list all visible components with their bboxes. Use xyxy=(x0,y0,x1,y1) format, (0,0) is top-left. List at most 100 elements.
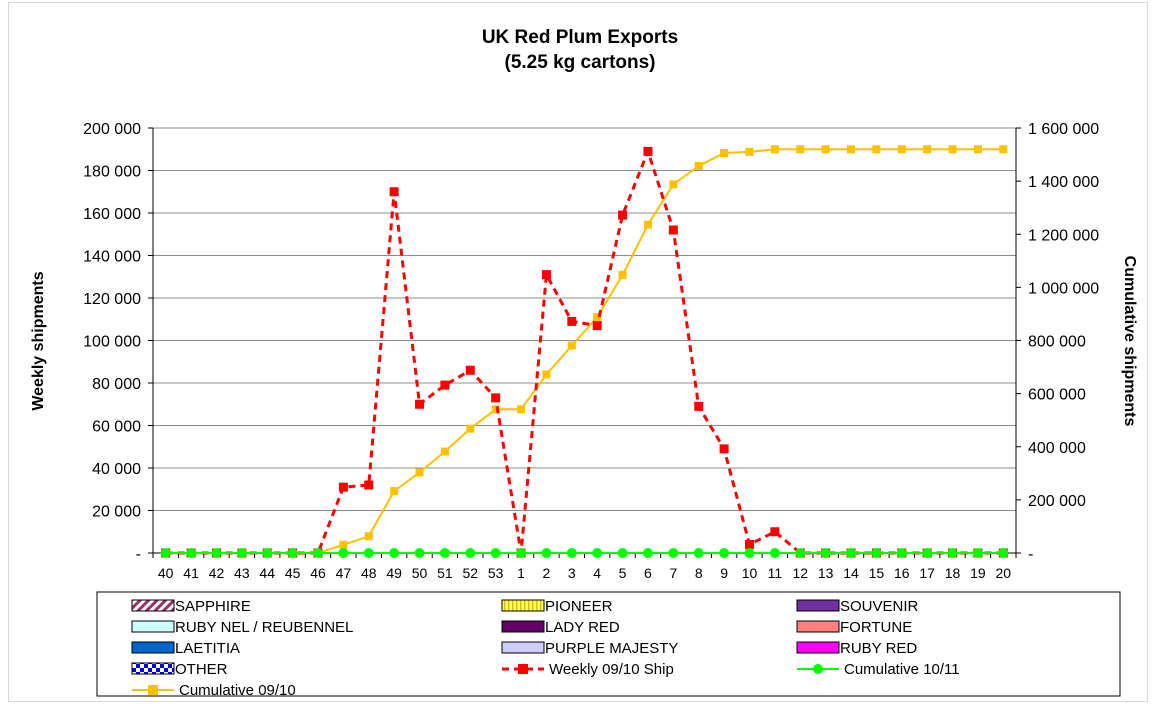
series-point xyxy=(439,548,450,558)
series-point xyxy=(567,341,576,350)
y-tick-label: 180 000 xyxy=(83,164,141,181)
x-tick-label: 1 xyxy=(517,565,525,581)
series-point xyxy=(770,527,780,537)
series-point xyxy=(312,548,323,558)
x-tick-label: 45 xyxy=(285,565,301,581)
series-point xyxy=(847,145,856,154)
series-point xyxy=(846,548,857,558)
x-tick-label: 3 xyxy=(568,565,576,581)
series-point xyxy=(440,380,450,390)
y2-tick-label: 200 000 xyxy=(1028,493,1086,510)
series-point xyxy=(363,548,374,558)
series-point xyxy=(339,540,348,549)
series-point xyxy=(617,548,628,558)
y-tick-label: 40 000 xyxy=(92,461,141,478)
series-point xyxy=(745,147,754,156)
x-tick-label: 10 xyxy=(742,565,758,581)
legend-label: PIONEER xyxy=(545,598,613,615)
chart-subtitle: (5.25 kg cartons) xyxy=(505,52,656,73)
series-point xyxy=(338,482,348,492)
x-tick-label: 48 xyxy=(361,565,377,581)
x-tick-label: 17 xyxy=(919,565,935,581)
legend-label: OTHER xyxy=(175,661,228,678)
x-tick-label: 8 xyxy=(695,565,703,581)
series-point xyxy=(592,548,603,558)
series-point xyxy=(567,316,577,326)
x-tick-label: 20 xyxy=(996,565,1012,581)
series-point xyxy=(719,548,730,558)
legend-swatch xyxy=(131,662,175,675)
series-point xyxy=(542,370,551,379)
series-point xyxy=(491,405,500,414)
series-point xyxy=(973,145,982,154)
series-point xyxy=(517,405,526,414)
legend-box xyxy=(96,591,1121,697)
y2-tick-label: 800 000 xyxy=(1028,334,1086,351)
series-point xyxy=(414,548,425,558)
x-tick-label: 13 xyxy=(818,565,834,581)
series-point xyxy=(948,145,957,154)
legend-swatch xyxy=(131,620,175,633)
y-tick-label: - xyxy=(136,546,141,563)
legend-label: RUBY RED xyxy=(840,640,917,657)
series-line xyxy=(165,146,1004,555)
series-point xyxy=(947,548,958,558)
legend-marker xyxy=(148,685,158,695)
x-tick-label: 46 xyxy=(310,565,326,581)
series-point xyxy=(872,145,881,154)
series-point xyxy=(390,487,399,496)
series-point xyxy=(364,480,374,490)
series-point xyxy=(923,145,932,154)
series-point xyxy=(389,187,399,197)
x-tick-label: 52 xyxy=(462,565,478,581)
series-point xyxy=(262,548,273,558)
series-line xyxy=(165,148,1004,554)
series-point xyxy=(896,548,907,558)
series-point xyxy=(465,548,476,558)
series-point xyxy=(643,146,653,156)
x-tick-label: 11 xyxy=(768,565,783,581)
series-point xyxy=(668,548,679,558)
y-tick-label: 160 000 xyxy=(83,206,141,223)
series-point xyxy=(820,548,831,558)
x-tick-label: 16 xyxy=(894,565,910,581)
x-tick-label: 47 xyxy=(336,565,352,581)
legend-label: LAETITIA xyxy=(175,640,240,657)
series-point xyxy=(795,548,806,558)
series-point xyxy=(769,548,780,558)
legend-label: Cumulative 10/11 xyxy=(844,661,960,678)
series-point xyxy=(211,548,222,558)
x-tick-label: 6 xyxy=(644,565,652,581)
y-tick-label: 140 000 xyxy=(83,249,141,266)
series-point xyxy=(642,548,653,558)
legend-label: SAPPHIRE xyxy=(175,598,251,615)
legend-label: FORTUNE xyxy=(840,619,912,636)
series-point xyxy=(516,548,527,558)
y2-tick-label: 1 000 000 xyxy=(1028,280,1099,297)
series-point xyxy=(744,540,754,549)
series-point xyxy=(236,548,247,558)
legend-label: LADY RED xyxy=(545,619,620,636)
y-tick-label: 60 000 xyxy=(92,419,141,436)
legend-swatch xyxy=(796,599,840,612)
legend-swatch xyxy=(131,641,175,654)
x-tick-label: 44 xyxy=(259,565,275,581)
y-tick-label: 20 000 xyxy=(92,504,141,521)
x-tick-label: 15 xyxy=(869,565,885,581)
x-tick-label: 18 xyxy=(945,565,961,581)
series-point xyxy=(693,548,704,558)
series-point xyxy=(593,313,602,322)
series-point xyxy=(186,548,197,558)
x-tick-label: 49 xyxy=(386,565,402,581)
y-tick-label: 200 000 xyxy=(83,121,141,138)
y-axis-label: Weekly shipments xyxy=(30,271,47,410)
series-point xyxy=(770,145,779,154)
legend-swatch xyxy=(501,599,545,612)
series-point xyxy=(618,270,627,279)
series-point xyxy=(643,220,652,229)
series-point xyxy=(490,548,501,558)
legend-swatch xyxy=(796,620,840,633)
y2-tick-label: 1 600 000 xyxy=(1028,121,1099,138)
x-tick-label: 50 xyxy=(412,565,428,581)
